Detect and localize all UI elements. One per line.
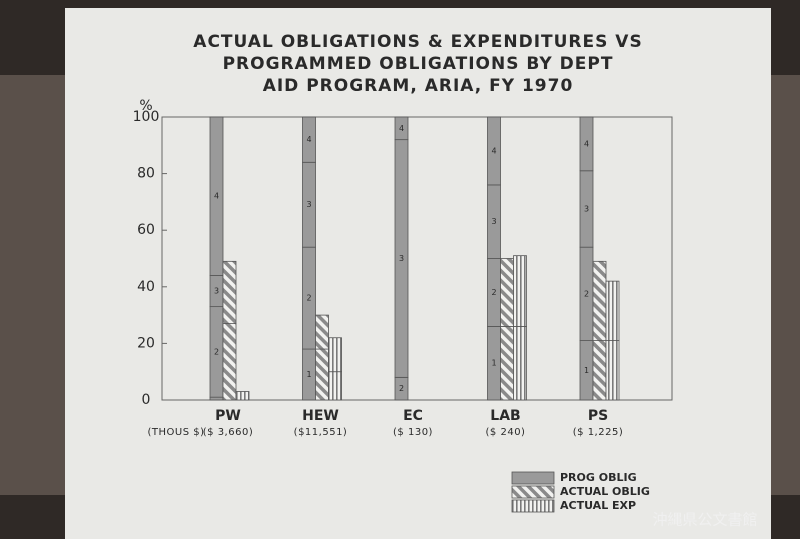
wood-left xyxy=(0,75,70,495)
x-tick-label: PW xyxy=(215,408,241,424)
segment-label: 1 xyxy=(584,366,589,375)
bar-segment xyxy=(315,348,329,401)
legend-label: PROG OBLIG xyxy=(560,471,637,484)
bar-segment xyxy=(394,116,409,141)
segment-label: 3 xyxy=(214,287,219,296)
legend-swatch xyxy=(511,499,555,513)
legend-label: ACTUAL OBLIG xyxy=(560,485,650,498)
legend-swatch xyxy=(511,485,555,499)
bar-segment xyxy=(222,260,237,324)
category-total: ($ 1,225) xyxy=(573,427,623,438)
bar-segment xyxy=(222,323,237,401)
x-tick-label: PS xyxy=(588,408,608,424)
y-tick-label: 80 xyxy=(137,166,155,182)
segment-label: 2 xyxy=(399,384,404,393)
x-tick-label: HEW xyxy=(302,408,339,424)
y-tick-label: 60 xyxy=(137,222,155,238)
segment-label: 4 xyxy=(399,124,404,133)
chart-title: PROGRAMMED OBLIGATIONS BY DEPT xyxy=(223,54,614,74)
category-total: ($ 130) xyxy=(393,427,433,438)
bar-segment xyxy=(209,116,224,276)
plot-frame xyxy=(161,116,673,401)
segment-label: 3 xyxy=(584,204,589,213)
board xyxy=(65,8,771,539)
chart-title: AID PROGRAM, ARIA, FY 1970 xyxy=(263,76,574,96)
y-tick-label: 100 xyxy=(133,109,160,125)
bar-segment xyxy=(605,340,620,401)
segment-label: 4 xyxy=(306,135,311,144)
y-tick-label: 40 xyxy=(137,279,155,295)
bar-segment xyxy=(235,391,250,401)
category-total: ($ 3,660) xyxy=(203,427,253,438)
legend-swatch xyxy=(511,471,555,485)
category-unit: (THOUS $) xyxy=(147,427,204,438)
y-tick-label: 0 xyxy=(142,392,151,408)
bar-segment xyxy=(302,116,316,163)
bar-segment xyxy=(209,396,224,401)
y-tick-label: 20 xyxy=(137,335,155,351)
segment-label: 4 xyxy=(491,146,496,155)
segment-label: 2 xyxy=(306,294,311,303)
legend-label: ACTUAL EXP xyxy=(560,499,636,512)
watermark: 沖縄県公文書館 xyxy=(652,511,757,529)
segment-label: 3 xyxy=(306,200,311,209)
bar-segment xyxy=(328,337,342,373)
bar-segment xyxy=(513,326,527,401)
segment-label: 1 xyxy=(306,370,311,379)
category-total: ($11,551) xyxy=(294,427,348,438)
bar-segment xyxy=(513,255,527,327)
bar-segment xyxy=(328,371,342,401)
bar-segment xyxy=(579,116,594,172)
x-tick-label: EC xyxy=(403,408,423,424)
bar-segment xyxy=(605,280,620,341)
segment-label: 2 xyxy=(491,288,496,297)
bar-segment xyxy=(500,326,514,401)
segment-label: 2 xyxy=(214,347,219,356)
segment-label: 1 xyxy=(491,359,496,368)
bar-segment xyxy=(315,314,329,350)
segment-label: 2 xyxy=(584,289,589,298)
y-axis-label: % xyxy=(139,98,152,114)
bar-segment xyxy=(592,340,607,401)
bar-segment xyxy=(487,116,501,186)
bar-segment xyxy=(500,258,514,327)
segment-label: 4 xyxy=(584,139,589,148)
category-total: ($ 240) xyxy=(486,427,526,438)
bar-segment xyxy=(592,260,607,341)
segment-label: 3 xyxy=(491,217,496,226)
segment-label: 3 xyxy=(399,254,404,263)
chart-title: ACTUAL OBLIGATIONS & EXPENDITURES VS xyxy=(193,32,642,52)
x-tick-label: LAB xyxy=(490,408,520,424)
segment-label: 4 xyxy=(214,192,219,201)
